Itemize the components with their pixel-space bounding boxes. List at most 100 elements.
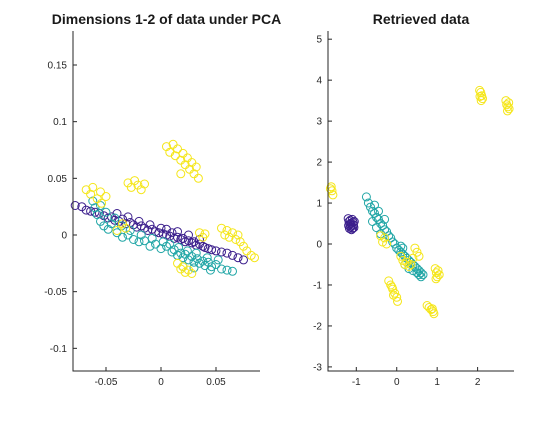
scatter-point (90, 207, 100, 217)
scatter-point (222, 248, 232, 258)
scatter-point (368, 217, 377, 226)
scatter-point (176, 248, 186, 258)
scatter-point (380, 233, 390, 243)
scatter-point (402, 257, 412, 267)
scatter-point (427, 304, 437, 314)
scatter-point (432, 272, 442, 282)
scatter-point (501, 96, 511, 106)
scatter-point (325, 184, 335, 194)
scatter-point (224, 232, 234, 242)
scatter-point (213, 255, 223, 265)
scatter-point (200, 229, 210, 239)
scatter-point (239, 255, 248, 265)
scatter-point (178, 148, 188, 158)
scatter-point (90, 203, 100, 213)
scatter-point (145, 220, 155, 230)
scatter-point (398, 243, 408, 253)
y-tick-label: -2 (313, 321, 322, 332)
scatter-point (88, 196, 98, 206)
scatter-point (191, 162, 201, 172)
scatter-point (96, 187, 105, 197)
scatter-point (478, 94, 487, 104)
scatter-point (393, 296, 402, 306)
scatter-point (222, 226, 232, 235)
scatter-point (363, 198, 373, 208)
scatter-point (344, 223, 354, 233)
scatter-point (228, 266, 237, 276)
scatter-point (101, 207, 111, 217)
scatter-point (125, 226, 135, 235)
y-tick-label: 0.15 (48, 61, 68, 72)
scatter-point (184, 230, 193, 240)
scatter-point (374, 206, 383, 216)
scatter-point (433, 266, 443, 276)
chart-title: Dimensions 1-2 of data under PCA (52, 11, 281, 27)
scatter-point (173, 227, 182, 237)
scatter-point (129, 235, 138, 244)
scatter-point (233, 230, 243, 240)
scatter-point (207, 245, 217, 255)
y-tick-label: 0.1 (53, 117, 67, 128)
scatter-point (217, 247, 226, 257)
scatter-point (158, 237, 168, 247)
scatter-point (390, 288, 400, 298)
axis-lines (327, 31, 514, 372)
scatter-point (475, 92, 485, 101)
scatter-point (231, 235, 241, 244)
scatter-point (408, 253, 418, 263)
chart-title: Retrieved data (373, 11, 470, 27)
x-tick-label: -1 (352, 377, 361, 388)
x-tick-label: 2 (475, 377, 481, 388)
scatter-point (174, 243, 184, 252)
scatter-point (372, 223, 381, 233)
scatter-point (165, 239, 175, 249)
scatter-point (192, 254, 202, 264)
y-tick-label: -3 (313, 362, 322, 373)
scatter-point (112, 209, 122, 218)
pca-scatter-panel: Dimensions 1-2 of data under PCA -0.05 0 0… (44, 11, 281, 388)
scatter-point (182, 246, 192, 256)
scatter-point (147, 233, 157, 243)
scatter-point (235, 237, 245, 247)
scatter-point (189, 257, 199, 267)
scatter-point (118, 219, 127, 229)
x-tick-label: 1 (434, 377, 440, 388)
scatter-point (88, 182, 98, 192)
scatter-point (156, 223, 166, 233)
y-tick-label: 5 (316, 35, 322, 46)
scatter-point (173, 144, 182, 154)
scatter-point (387, 282, 397, 292)
scatter-point (176, 169, 186, 179)
scatter-point (414, 251, 424, 261)
scatter-point (162, 224, 171, 234)
x-tick-label: -0.05 (95, 377, 118, 388)
scatter-point (228, 250, 237, 260)
scatter-point (233, 253, 243, 263)
x-tick-label: 0 (394, 377, 400, 388)
y-tick-label: -0.1 (50, 344, 68, 355)
scatter-point (136, 230, 146, 240)
x-tick-label: 0 (158, 377, 164, 388)
scatter-point (504, 98, 514, 108)
scatter-point (195, 228, 204, 238)
scatter-point (328, 190, 338, 200)
y-tick-label: 2 (316, 158, 322, 169)
scatter-point (189, 263, 199, 273)
scatter-point (349, 217, 359, 226)
scatter-point (123, 212, 133, 222)
scatter-point (410, 243, 420, 253)
scatter-point (416, 272, 426, 282)
scatter-point (429, 309, 439, 319)
y-tick-label: 0 (61, 231, 67, 242)
scatter-point (101, 192, 111, 201)
scatter-point (400, 260, 410, 269)
scatter-point (396, 251, 406, 261)
scatter-point (396, 241, 406, 251)
scatter-point (112, 226, 122, 235)
scatter-point (217, 264, 226, 274)
scatter-point (134, 237, 144, 247)
scatter-point (187, 269, 197, 278)
scatter-point (370, 200, 379, 210)
scatter-point (97, 198, 107, 208)
